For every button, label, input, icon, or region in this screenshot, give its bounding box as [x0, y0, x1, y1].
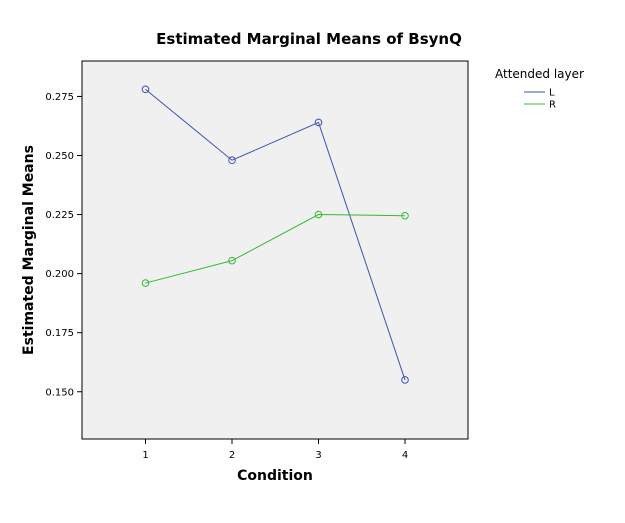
data-point	[228, 156, 236, 165]
data-point	[314, 210, 323, 219]
series-R	[141, 210, 409, 287]
y-axis-title: Estimated Marginal Means	[21, 145, 37, 355]
y-tick-label: 0.150	[45, 387, 74, 398]
series-layer	[141, 85, 409, 384]
y-tick-label: 0.175	[45, 328, 74, 339]
legend-title: Attended layer	[495, 67, 584, 81]
series-L	[141, 85, 409, 384]
data-point	[141, 85, 150, 94]
data-point	[401, 211, 409, 220]
legend-label: R	[549, 100, 556, 111]
x-tick-label: 4	[402, 450, 408, 461]
legend-label: L	[549, 88, 555, 99]
data-point	[141, 279, 150, 287]
legend-items: LR	[524, 88, 556, 111]
data-point	[401, 376, 409, 384]
y-tick-label: 0.225	[45, 210, 74, 221]
plot-area	[81, 60, 469, 440]
x-tick-label: 3	[315, 450, 321, 461]
x-tick-label: 2	[229, 450, 235, 461]
y-tick-label: 0.200	[45, 269, 74, 280]
x-axis-title: Condition	[237, 468, 313, 484]
series-line	[145, 214, 406, 284]
legend: Attended layer LR	[495, 67, 584, 111]
x-axis: 1 2 3 4	[142, 439, 408, 461]
data-point	[228, 256, 236, 265]
y-axis: 0.150 0.175 0.200 0.225 0.250 0.275	[45, 92, 82, 398]
chart-title: Estimated Marginal Means of BsynQ	[156, 30, 462, 48]
y-tick-label: 0.250	[45, 151, 74, 162]
x-tick-label: 1	[142, 450, 148, 461]
y-tick-label: 0.275	[45, 92, 74, 103]
data-point	[314, 118, 323, 127]
series-line	[145, 88, 406, 381]
